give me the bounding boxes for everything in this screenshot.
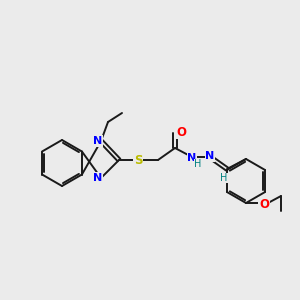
Text: N: N (206, 151, 214, 161)
Text: N: N (188, 153, 196, 163)
Text: N: N (93, 173, 103, 183)
Text: H: H (194, 159, 202, 169)
Text: O: O (259, 197, 269, 211)
Text: H: H (220, 173, 228, 183)
Text: S: S (134, 154, 142, 166)
Text: O: O (176, 125, 186, 139)
Text: N: N (93, 136, 103, 146)
